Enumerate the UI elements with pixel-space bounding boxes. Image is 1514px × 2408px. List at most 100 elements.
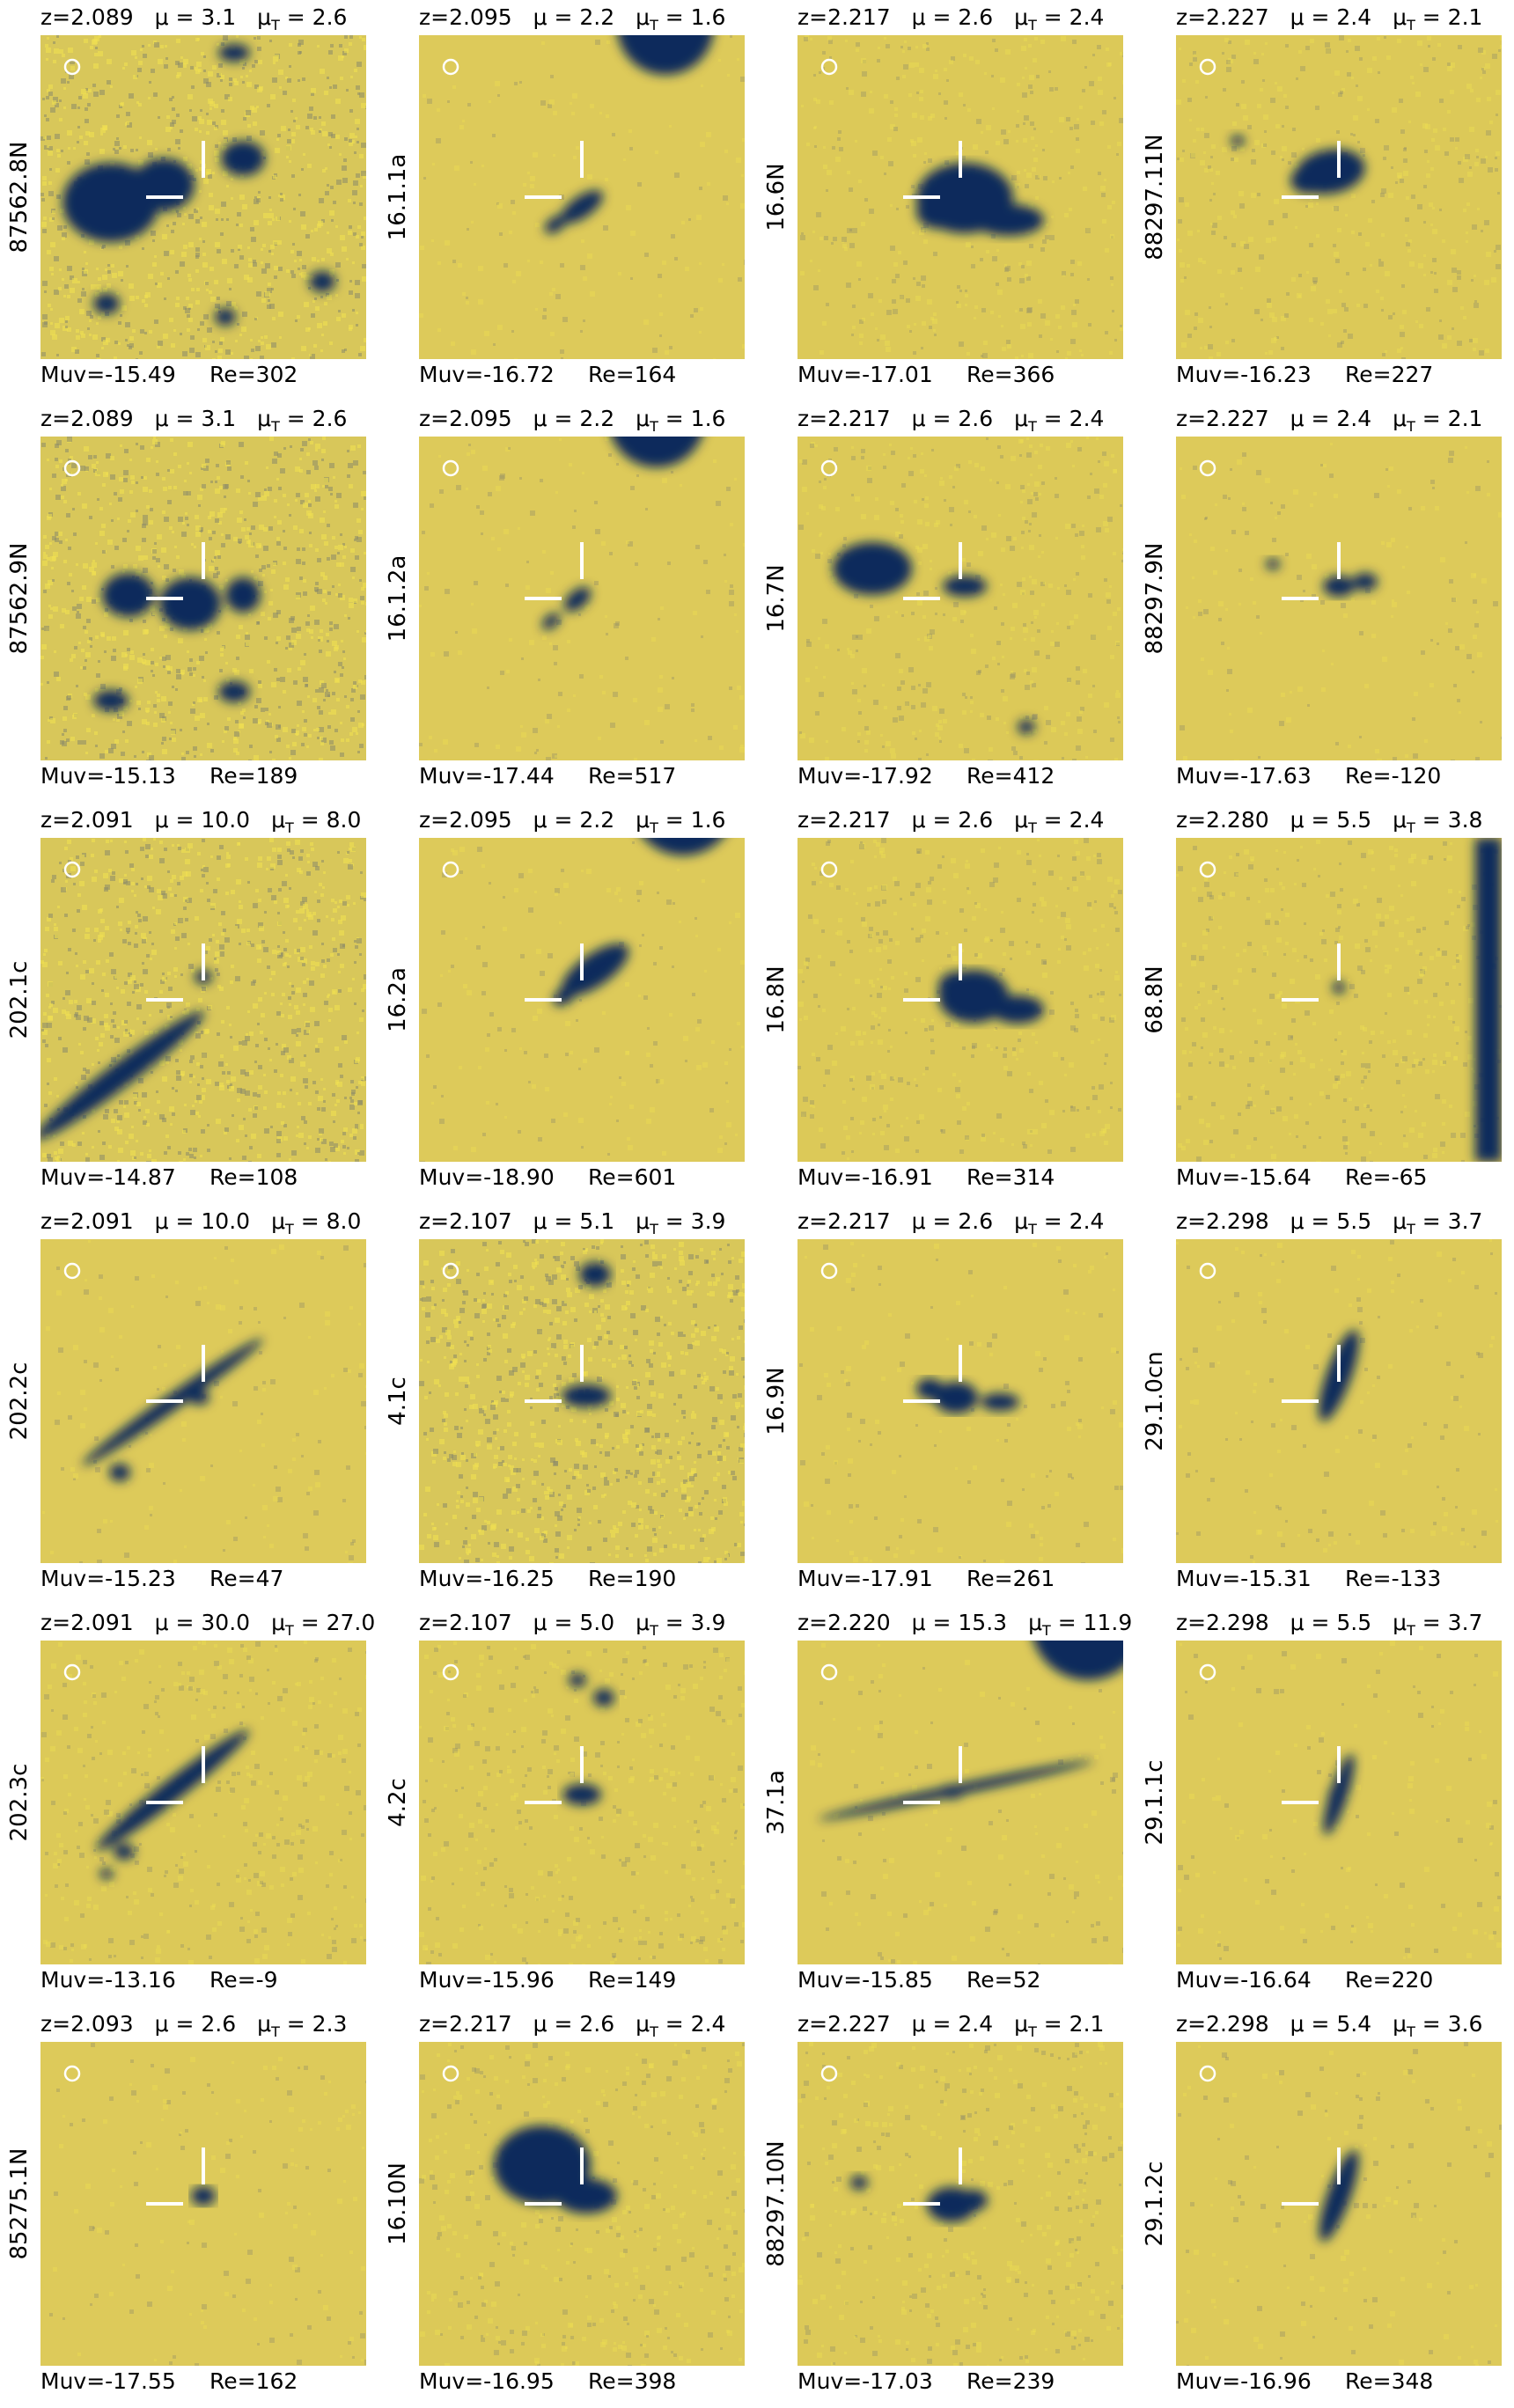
uv-magnitude-label: Muv=-17.03 <box>797 2368 933 2394</box>
galaxy-cutout-image <box>419 437 745 760</box>
source-emission <box>833 542 1035 734</box>
object-id-label: 16.1.2a <box>385 554 411 642</box>
galaxy-cutout-image <box>419 1239 745 1563</box>
psf-circle-icon <box>442 1663 459 1681</box>
magnification-label: μ = 5.0 <box>533 1610 615 1635</box>
galaxy-blob <box>1323 2211 1337 2225</box>
magnification-label: μ = 2.2 <box>533 4 615 30</box>
panel-footer: Muv=-15.31 Re=-133 <box>1176 1567 1441 1591</box>
magnification-label: μ = 2.4 <box>911 2011 994 2037</box>
source-emission <box>562 1673 614 1805</box>
effective-radius-label: Re=-9 <box>209 1967 278 1993</box>
image-panel: z=2.217 μ = 2.6 μT = 2.4 16.10N Muv=-16.95 Re… <box>378 2007 757 2408</box>
panel-footer: Muv=-16.72 Re=164 <box>419 363 676 387</box>
psf-circle-icon <box>63 459 81 477</box>
panel-footer: Muv=-15.96 Re=149 <box>419 1967 676 1993</box>
galaxy-blob <box>544 215 567 234</box>
source-emission <box>191 2186 216 2206</box>
galaxy-blob <box>159 577 221 630</box>
magnification-label: μ = 2.6 <box>911 1208 994 1234</box>
redshift-label: z=2.093 <box>40 2011 134 2037</box>
panel-footer: Muv=-15.49 Re=302 <box>40 362 298 387</box>
total-magnification-label: μT = 2.1 <box>1393 406 1483 436</box>
galaxy-blob <box>309 271 335 292</box>
galaxy-blob <box>1353 573 1378 591</box>
total-magnification-label: μT = 8.0 <box>271 807 362 837</box>
total-magnification-label: μT = 3.8 <box>1393 807 1483 837</box>
uv-magnitude-label: Muv=-17.92 <box>797 763 933 789</box>
panel-header: z=2.298 μ = 5.5 μT = 3.7 <box>1176 1209 1482 1242</box>
effective-radius-label: Re=190 <box>588 1566 677 1591</box>
effective-radius-label: Re=108 <box>209 1164 298 1190</box>
effective-radius-label: Re=-120 <box>1345 763 1442 789</box>
magnification-label: μ = 10.0 <box>154 1208 251 1234</box>
psf-circle-icon <box>820 861 838 878</box>
redshift-label: z=2.091 <box>40 807 134 833</box>
image-background <box>1176 437 1502 760</box>
total-magnification-label: μT = 3.9 <box>636 1610 726 1640</box>
uv-magnitude-label: Muv=-15.49 <box>40 362 176 387</box>
uv-magnitude-label: Muv=-15.96 <box>419 1967 555 1993</box>
total-magnification-label: μT = 3.7 <box>1393 1610 1483 1640</box>
galaxy-blob <box>1323 576 1355 597</box>
galaxy-blob <box>93 293 120 314</box>
effective-radius-label: Re=162 <box>209 2368 298 2394</box>
source-emission <box>938 970 1044 1024</box>
panel-footer: Muv=-15.85 Re=52 <box>797 1968 1040 1993</box>
image-noise <box>1176 2042 1502 2366</box>
source-emission <box>850 2176 988 2222</box>
total-magnification-label: μT = 2.1 <box>1393 4 1483 34</box>
image-panel: z=2.217 μ = 2.6 μT = 2.4 16.8N Muv=-16.91 Re=… <box>757 803 1136 1204</box>
magnification-label: μ = 15.3 <box>911 1610 1008 1635</box>
galaxy-cutout-image <box>797 1239 1123 1563</box>
psf-circle-icon <box>442 459 459 477</box>
redshift-label: z=2.227 <box>797 2011 891 2037</box>
total-magnification-label: μT = 2.6 <box>257 406 348 436</box>
source-emission <box>1231 136 1365 195</box>
magnification-label: μ = 2.2 <box>533 807 615 833</box>
total-magnification-label: μT = 1.6 <box>636 807 726 837</box>
galaxy-blob <box>617 35 714 75</box>
image-panel: z=2.227 μ = 2.4 μT = 2.1 88297.11N Muv=-16.2… <box>1136 0 1514 401</box>
source-emission <box>818 1641 1123 1820</box>
panel-footer: Muv=-17.63 Re=-120 <box>1176 764 1441 789</box>
object-id-label: 88297.10N <box>763 2140 790 2267</box>
source-emission <box>562 1262 611 1407</box>
source-emission <box>541 437 702 630</box>
panel-footer: Muv=-18.90 Re=601 <box>419 1165 676 1190</box>
redshift-label: z=2.217 <box>797 406 891 431</box>
galaxy-blob <box>40 1010 205 1141</box>
object-id-label: 16.7N <box>763 564 790 633</box>
magnification-label: μ = 2.6 <box>911 4 994 30</box>
image-noise <box>800 35 1123 359</box>
effective-radius-label: Re=220 <box>1345 1967 1434 1993</box>
object-id-label: 29.1.1c <box>1142 1759 1168 1846</box>
galaxy-cutout-image <box>797 1641 1123 1964</box>
effective-radius-label: Re=302 <box>209 362 298 387</box>
panel-header: z=2.089 μ = 3.1 μT = 2.6 <box>40 5 347 38</box>
galaxy-blob <box>562 1384 611 1407</box>
redshift-label: z=2.095 <box>419 807 512 833</box>
effective-radius-label: Re=366 <box>966 362 1055 387</box>
panel-header: z=2.091 μ = 10.0 μT = 8.0 <box>40 808 361 841</box>
galaxy-blob <box>218 681 250 702</box>
galaxy-blob <box>221 141 265 176</box>
effective-radius-label: Re=398 <box>588 2368 677 2394</box>
psf-circle-icon <box>442 58 459 76</box>
image-panel: z=2.107 μ = 5.1 μT = 3.9 4.1c Muv=-16.25 Re=1… <box>378 1204 757 1605</box>
object-id-label: 16.1.1a <box>385 153 411 241</box>
source-emission <box>62 44 335 326</box>
effective-radius-label: Re=517 <box>588 763 677 789</box>
image-panel: z=2.217 μ = 2.6 μT = 2.4 16.9N Muv=-17.91 Re=… <box>757 1204 1136 1605</box>
image-panel: z=2.095 μ = 2.2 μT = 1.6 16.2a Muv=-18.90 Re=… <box>378 803 757 1204</box>
object-id-label: 16.9N <box>763 1367 790 1435</box>
redshift-label: z=2.107 <box>419 1208 512 1234</box>
image-noise <box>42 1240 366 1563</box>
total-magnification-label: μT = 11.9 <box>1028 1610 1133 1640</box>
magnification-label: μ = 2.6 <box>533 2011 615 2037</box>
object-id-label: 16.10N <box>385 2162 411 2245</box>
redshift-label: z=2.280 <box>1176 807 1269 833</box>
galaxy-cutout-image <box>797 2042 1123 2366</box>
total-magnification-label: μT = 1.6 <box>636 4 726 34</box>
